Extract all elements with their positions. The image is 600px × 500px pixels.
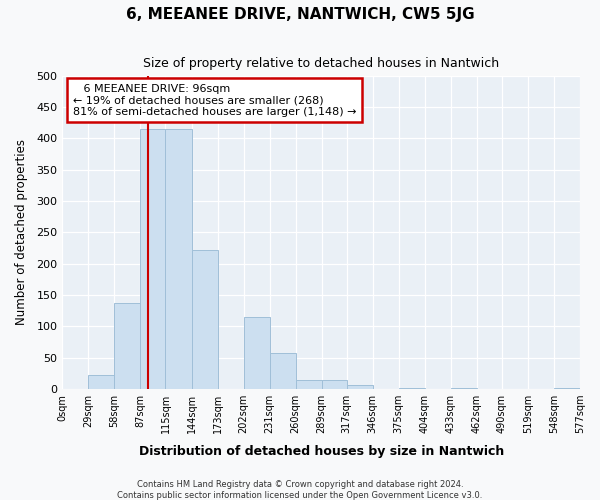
Bar	[140, 129, 166, 389]
Bar	[269, 354, 296, 389]
X-axis label: Distribution of detached houses by size in Nantwich: Distribution of detached houses by size …	[139, 444, 504, 458]
Title: Size of property relative to detached houses in Nantwich: Size of property relative to detached ho…	[143, 58, 499, 70]
Bar	[244, 317, 269, 389]
Bar	[451, 388, 477, 389]
Text: 6 MEEANEE DRIVE: 96sqm
← 19% of detached houses are smaller (268)
81% of semi-de: 6 MEEANEE DRIVE: 96sqm ← 19% of detached…	[73, 84, 356, 117]
Bar	[322, 380, 347, 389]
Bar	[115, 302, 140, 389]
Bar	[166, 129, 191, 389]
Bar	[399, 388, 425, 389]
Bar	[88, 375, 115, 389]
Y-axis label: Number of detached properties: Number of detached properties	[15, 140, 28, 326]
Bar	[296, 380, 322, 389]
Bar	[191, 250, 218, 389]
Bar	[347, 384, 373, 389]
Text: Contains HM Land Registry data © Crown copyright and database right 2024.
Contai: Contains HM Land Registry data © Crown c…	[118, 480, 482, 500]
Bar	[554, 388, 580, 389]
Text: 6, MEEANEE DRIVE, NANTWICH, CW5 5JG: 6, MEEANEE DRIVE, NANTWICH, CW5 5JG	[125, 8, 475, 22]
